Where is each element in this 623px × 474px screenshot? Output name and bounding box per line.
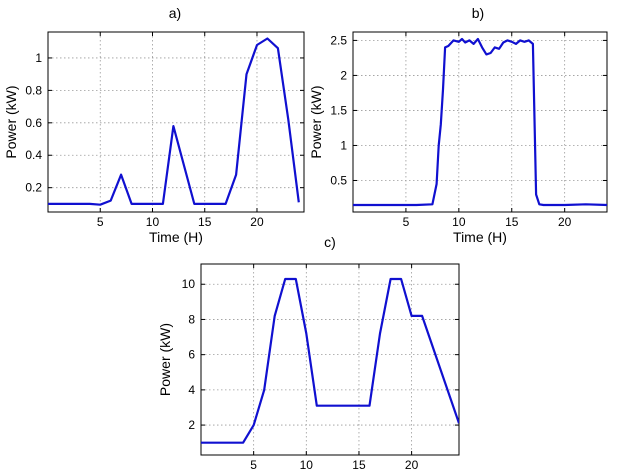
panel-title: b) xyxy=(472,5,484,21)
x-axis-label: Time (H) xyxy=(149,229,203,245)
y-tick-label: 4 xyxy=(188,383,195,397)
y-axis-label: Power (kW) xyxy=(157,323,173,396)
y-tick-label: 0.8 xyxy=(25,83,42,97)
y-tick-label: 1 xyxy=(340,138,347,152)
x-axis-label: Time (H) xyxy=(453,229,507,245)
panel-b: 5 10 15 20 0.5 1 1.5 2 2.5 b) Time (H) Power (kW) xyxy=(308,5,608,245)
y-tick-label: 0.4 xyxy=(25,148,42,162)
series-line xyxy=(201,277,459,444)
plot-frame xyxy=(47,31,305,213)
plot-frame xyxy=(352,31,608,213)
plot-frame xyxy=(200,263,460,456)
series-line xyxy=(48,37,300,206)
x-tick-label: 20 xyxy=(250,215,264,229)
panel-title: c) xyxy=(324,234,336,250)
y-axis-label: Power (kW) xyxy=(308,85,324,158)
x-tick-label: 5 xyxy=(97,215,104,229)
x-tick-label: 15 xyxy=(198,215,212,229)
y-tick-label: 6 xyxy=(188,348,195,362)
x-tick-label: 5 xyxy=(403,215,410,229)
x-tick-label: 20 xyxy=(405,458,419,472)
y-tick-label: 2 xyxy=(188,418,195,432)
x-tick-label: 15 xyxy=(505,215,519,229)
y-tick-label: 2.5 xyxy=(330,33,347,47)
x-tick-label: 10 xyxy=(300,458,314,472)
y-tick-label: 8 xyxy=(188,312,195,326)
x-tick-label: 20 xyxy=(558,215,572,229)
y-tick-label: 2 xyxy=(340,68,347,82)
x-tick-label: 15 xyxy=(352,458,366,472)
series-line xyxy=(353,37,607,207)
x-tick-label: 10 xyxy=(146,215,160,229)
y-tick-label: 1.5 xyxy=(330,103,347,117)
y-tick-label: 10 xyxy=(182,277,196,291)
y-tick-label: 0.2 xyxy=(25,181,42,195)
y-tick-label: 0.5 xyxy=(330,173,347,187)
y-tick-label: 0.6 xyxy=(25,116,42,130)
x-tick-label: 5 xyxy=(250,458,257,472)
x-axis-label: Time (H) xyxy=(303,472,357,474)
x-tick-label: 10 xyxy=(452,215,466,229)
panel-a: 5 10 15 20 0.2 0.4 0.6 0.8 1 a) Time (H) Power (kW) xyxy=(3,5,305,245)
panel-c: 5 10 15 20 2 4 6 8 10 c) Time (H) Power (kW) xyxy=(157,234,460,474)
y-axis-label: Power (kW) xyxy=(3,85,19,158)
y-tick-label: 1 xyxy=(35,51,42,65)
panel-title: a) xyxy=(169,5,181,21)
